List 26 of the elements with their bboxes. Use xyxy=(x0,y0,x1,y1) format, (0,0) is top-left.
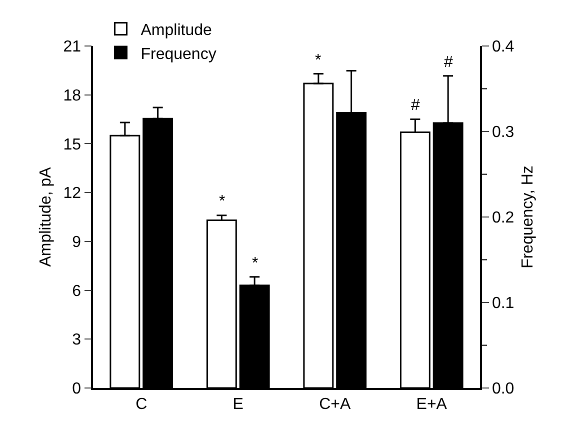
y-tick-label: 6 xyxy=(72,282,82,300)
annotation: * xyxy=(315,52,322,69)
x-tick-label: C+A xyxy=(319,396,351,413)
legend-label: Frequency xyxy=(140,46,216,63)
annotation: # xyxy=(411,97,420,114)
x-tick-label: E xyxy=(232,396,244,413)
y-tick-label: 12 xyxy=(63,185,82,202)
y2-tick-label: 0.4 xyxy=(492,38,514,56)
y-axis-title: Amplitude, pA xyxy=(38,166,55,267)
annotation: * xyxy=(219,193,226,210)
y-tick-label: 0 xyxy=(72,380,82,398)
y-tick-label: 21 xyxy=(63,38,82,56)
y-tick-label: 15 xyxy=(63,136,82,154)
y-tick-label: 3 xyxy=(72,332,82,349)
y-tick-label: 18 xyxy=(63,87,82,104)
y-tick-label: 9 xyxy=(72,234,82,252)
annotation: * xyxy=(252,255,258,272)
y2-tick-label: 0.0 xyxy=(492,380,514,398)
legend-label: Amplitude xyxy=(140,22,212,39)
y2-tick-label: 0.3 xyxy=(492,124,514,142)
x-tick-label: C xyxy=(136,396,148,413)
y2-tick-label: 0.2 xyxy=(492,210,514,227)
y2-axis-title: Frequency, Hz xyxy=(519,166,536,268)
x-tick-label: E+A xyxy=(416,396,448,413)
annotation: # xyxy=(444,54,453,71)
y2-tick-label: 0.1 xyxy=(492,295,514,312)
